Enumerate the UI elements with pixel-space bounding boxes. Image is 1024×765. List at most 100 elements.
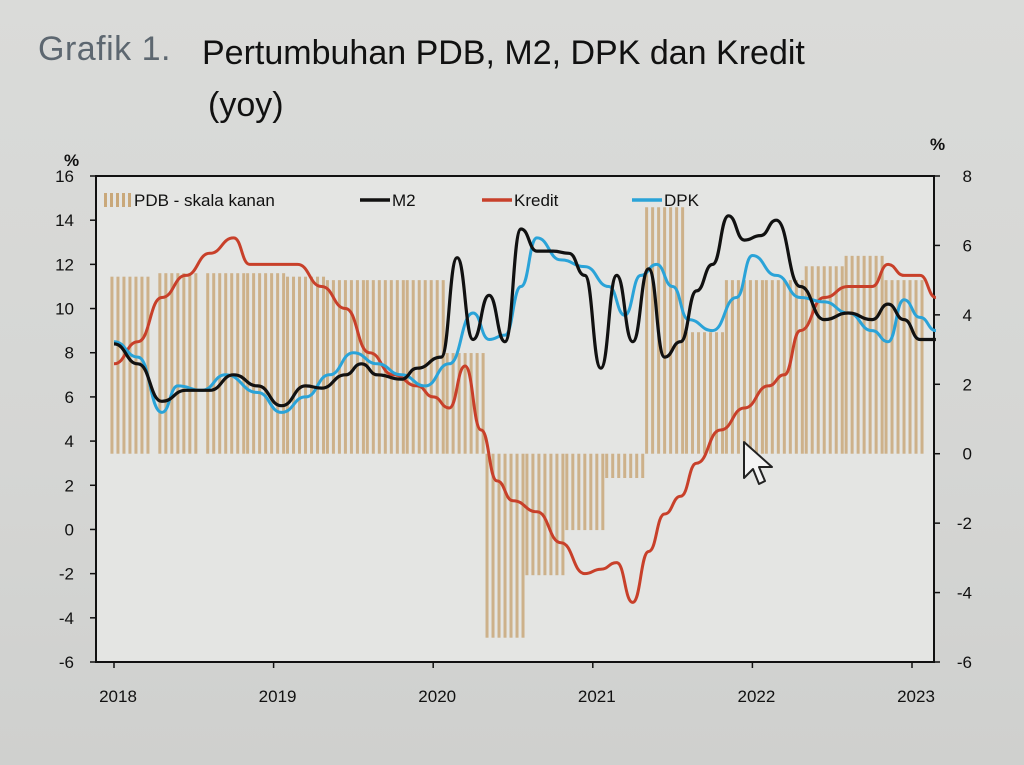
right-axis-tick-label: 0	[963, 445, 972, 464]
pdb-bar-stripe	[525, 453, 529, 576]
pdb-bar-stripe	[890, 280, 894, 454]
pdb-bar-stripe	[675, 207, 679, 454]
pdb-bar-stripe	[742, 280, 746, 454]
pdb-bar	[724, 280, 764, 454]
legend-swatch	[104, 193, 107, 207]
pdb-bar-stripe	[349, 280, 353, 454]
left-axis-tick-label: 12	[55, 255, 74, 274]
pdb-bar	[685, 332, 725, 454]
pdb-bar-stripe	[709, 332, 713, 454]
pdb-bar-stripe	[816, 266, 820, 454]
pdb-bar-stripe	[776, 280, 780, 454]
pdb-bar-stripe	[804, 266, 808, 454]
pdb-bar-stripe	[509, 453, 513, 638]
pdb-bar-stripe	[583, 453, 587, 531]
pdb-bar-stripe	[754, 280, 758, 454]
pdb-bar-stripe	[595, 453, 599, 531]
left-axis-unit: %	[64, 151, 79, 170]
pdb-bar-stripe	[611, 453, 615, 479]
pdb-bar	[605, 453, 645, 479]
pdb-bar-stripe	[158, 273, 162, 454]
pdb-bar-stripe	[304, 276, 308, 454]
pdb-bar-stripe	[286, 276, 290, 454]
pdb-bar-stripe	[491, 453, 495, 638]
pdb-bar-stripe	[116, 276, 120, 454]
left-axis-tick-label: 16	[55, 167, 74, 186]
pdb-bar-stripe	[850, 255, 854, 454]
pdb-bar-stripe	[521, 453, 525, 638]
pdb-bar-stripe	[605, 453, 609, 479]
pdb-bar-stripe	[896, 280, 900, 454]
series-line-kredit	[113, 236, 937, 604]
pdb-bar-stripe	[242, 273, 246, 454]
pdb-bar-stripe	[343, 280, 347, 454]
pdb-bar-stripe	[721, 332, 725, 454]
pdb-bar-stripe	[617, 453, 621, 479]
pdb-bar-stripe	[703, 332, 707, 454]
pdb-bar-stripe	[361, 280, 365, 454]
pdb-bar-stripe	[485, 453, 489, 638]
pdb-bar-stripe	[764, 280, 768, 454]
pdb-bar-stripe	[794, 280, 798, 454]
pdb-bar-stripe	[565, 453, 569, 531]
pdb-bar-stripe	[258, 273, 262, 454]
legend-item: Kredit	[482, 191, 559, 210]
pdb-bar-stripe	[782, 280, 786, 454]
left-axis-tick-label: 4	[65, 432, 74, 451]
left-axis-tick-label: 8	[65, 344, 74, 363]
pdb-bar-stripe	[122, 276, 126, 454]
pdb-bar-stripe	[760, 280, 764, 454]
pdb-bar-stripe	[497, 453, 501, 638]
pdb-bar-stripe	[395, 280, 399, 454]
pdb-bar-stripe	[212, 273, 216, 454]
pdb-bar-stripe	[206, 273, 210, 454]
pdb-bar	[485, 453, 525, 638]
pdb-bar-stripe	[463, 353, 467, 454]
pdb-bar-stripe	[555, 453, 559, 576]
chart-number: Grafik 1.	[38, 30, 171, 68]
pdb-bar-stripe	[589, 453, 593, 531]
pdb-bar-stripe	[469, 353, 473, 454]
pdb-bar-stripe	[663, 207, 667, 454]
pdb-bar	[158, 273, 198, 454]
left-axis-tick-label: 6	[65, 388, 74, 407]
pdb-bar-stripe	[669, 207, 673, 454]
left-axis-tick-label: -2	[59, 565, 74, 584]
pdb-bar-stripe	[748, 280, 752, 454]
pdb-bar-stripe	[371, 280, 375, 454]
pdb-bar-stripe	[182, 273, 186, 454]
pdb-bar-stripe	[724, 280, 728, 454]
pdb-bar-stripe	[635, 453, 639, 479]
pdb-bar-stripe	[623, 453, 627, 479]
pdb-bar-stripe	[834, 266, 838, 454]
pdb-bar-stripe	[874, 255, 878, 454]
pdb-bar-stripe	[736, 280, 740, 454]
pdb-bar-stripe	[577, 453, 581, 531]
pdb-bar-stripe	[188, 273, 192, 454]
pdb-bar-stripe	[146, 276, 150, 454]
pdb-bar-stripe	[561, 453, 565, 576]
x-axis-tick-label: 2019	[259, 687, 297, 706]
pdb-bar-stripe	[730, 280, 734, 454]
left-axis-tick-label: 10	[55, 300, 74, 319]
pdb-bar	[286, 276, 326, 454]
pdb-bar-stripe	[691, 332, 695, 454]
pdb-bar-stripe	[310, 276, 314, 454]
pdb-bar-stripe	[868, 255, 872, 454]
pdb-bar-stripe	[325, 280, 329, 454]
legend-swatch	[110, 193, 113, 207]
legend-label: PDB - skala kanan	[134, 191, 275, 210]
pdb-bar-stripe	[629, 453, 633, 479]
pdb-bar-stripe	[822, 266, 826, 454]
pdb-bar-stripe	[481, 353, 485, 454]
chart-title: Pertumbuhan PDB, M2, DPK dan Kredit	[202, 34, 805, 72]
legend-label: M2	[392, 191, 416, 210]
right-axis-unit: %	[930, 135, 945, 154]
pdb-bar-stripe	[270, 273, 274, 454]
left-axis-tick-label: 0	[65, 520, 74, 539]
chart-subtitle: (yoy)	[208, 86, 284, 124]
legend-label: DPK	[664, 191, 700, 210]
pdb-bar-stripe	[389, 280, 393, 454]
pdb-bar-stripe	[435, 280, 439, 454]
pdb-bar-stripe	[246, 273, 250, 454]
